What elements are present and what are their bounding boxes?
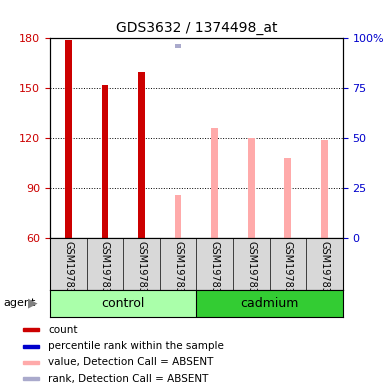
- Text: GSM197839: GSM197839: [320, 241, 329, 300]
- Text: rank, Detection Call = ABSENT: rank, Detection Call = ABSENT: [48, 374, 208, 384]
- Text: cadmium: cadmium: [240, 297, 299, 310]
- Bar: [175, 195, 181, 238]
- Bar: [248, 138, 254, 238]
- Bar: [23, 345, 39, 348]
- Bar: [50, 290, 196, 317]
- Text: GSM197836: GSM197836: [210, 241, 219, 300]
- Bar: [211, 128, 218, 238]
- Text: GSM197832: GSM197832: [64, 241, 73, 300]
- Bar: [321, 22, 328, 26]
- Text: percentile rank within the sample: percentile rank within the sample: [48, 341, 224, 351]
- Text: GSM197834: GSM197834: [137, 241, 146, 300]
- Bar: [138, 7, 145, 10]
- Text: count: count: [48, 325, 77, 335]
- Bar: [102, 85, 108, 238]
- Bar: [102, 14, 108, 18]
- Bar: [23, 361, 39, 364]
- Bar: [175, 44, 181, 48]
- Bar: [65, 0, 72, 5]
- Bar: [285, 158, 291, 238]
- Text: control: control: [102, 297, 145, 310]
- Text: GSM197835: GSM197835: [173, 241, 183, 300]
- Text: value, Detection Call = ABSENT: value, Detection Call = ABSENT: [48, 358, 213, 367]
- Bar: [211, 18, 218, 23]
- Bar: [23, 328, 39, 331]
- Text: agent: agent: [4, 298, 36, 308]
- Bar: [138, 72, 145, 238]
- Text: GSM197833: GSM197833: [100, 241, 110, 300]
- Title: GDS3632 / 1374498_at: GDS3632 / 1374498_at: [116, 21, 277, 35]
- Text: ▶: ▶: [28, 296, 38, 309]
- Bar: [196, 290, 343, 317]
- Bar: [248, 12, 254, 17]
- Bar: [23, 377, 39, 380]
- Text: GSM197837: GSM197837: [246, 241, 256, 300]
- Bar: [65, 40, 72, 238]
- Text: GSM197838: GSM197838: [283, 241, 293, 300]
- Bar: [321, 140, 328, 238]
